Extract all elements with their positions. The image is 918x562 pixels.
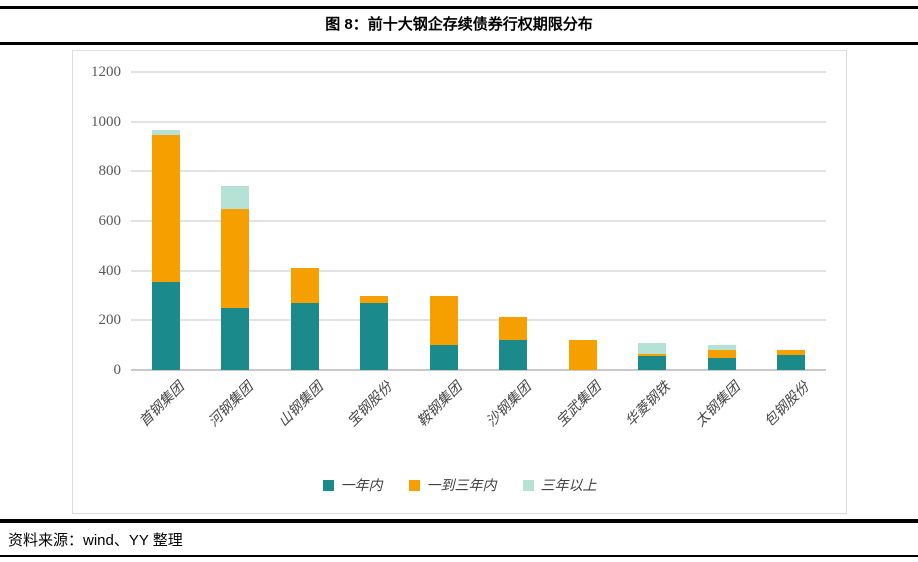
bar-segment xyxy=(221,208,250,308)
legend-swatch-icon xyxy=(522,479,534,491)
bar-segment xyxy=(777,355,806,370)
legend-label: 三年以上 xyxy=(540,478,597,494)
bar-segment xyxy=(638,353,667,357)
bar-segment xyxy=(290,302,319,370)
bar-segment xyxy=(151,130,180,136)
legend-item: 一年内 xyxy=(322,475,383,495)
gridline xyxy=(131,71,826,73)
legend-item: 一到三年内 xyxy=(408,475,497,495)
bar-segment xyxy=(360,302,389,370)
x-axis-line xyxy=(131,369,826,371)
legend-swatch-icon xyxy=(408,479,420,491)
data-source-note: 资料来源：wind、YY 整理 xyxy=(8,532,183,549)
gridline xyxy=(131,319,826,322)
y-tick-label: 400 xyxy=(98,262,122,279)
y-tick-label: 200 xyxy=(98,312,122,329)
bar-segment xyxy=(429,345,458,370)
y-tick-label: 1200 xyxy=(91,64,121,80)
figure-title: 图 8：前十大钢企存续债券行权期限分布 xyxy=(325,16,593,33)
bar-segment xyxy=(151,135,180,282)
bar-segment xyxy=(707,345,736,351)
y-tick-label: 800 xyxy=(98,163,122,180)
gridline xyxy=(131,220,826,222)
bar-segment xyxy=(151,281,180,370)
plot-area: 0 200 400 600 800 1000 1200 首钢集团 河钢集团 山钢集团 宝钢股份 鞍钢集… xyxy=(73,51,846,513)
bar-segment xyxy=(221,186,250,209)
title-divider xyxy=(0,42,918,45)
bar-segment xyxy=(568,340,597,370)
y-tick-label: 0 xyxy=(113,362,122,378)
gridline xyxy=(131,120,826,123)
footer-divider xyxy=(0,519,918,523)
bar-segment xyxy=(499,316,528,341)
legend-label: 一到三年内 xyxy=(426,478,497,494)
bar-segment xyxy=(638,356,667,370)
bar-segment xyxy=(499,340,528,370)
y-tick-label: 600 xyxy=(98,213,122,229)
gridline xyxy=(131,269,826,272)
legend-item: 三年以上 xyxy=(522,475,597,495)
legend-swatch-icon xyxy=(322,479,334,491)
bottom-divider xyxy=(0,555,918,557)
bar-segment xyxy=(360,295,389,303)
chart-container: 0 200 400 600 800 1000 1200 首钢集团 河钢集团 山钢集团 宝钢股份 鞍钢集… xyxy=(72,50,847,514)
gridline xyxy=(131,170,826,173)
bar-segment xyxy=(707,357,736,370)
bar-segment xyxy=(221,307,250,370)
bar-segment xyxy=(638,342,667,354)
top-divider xyxy=(0,6,918,9)
chart-legend: 一年内 一到三年内 三年以上 xyxy=(73,475,846,495)
bar-segment xyxy=(290,268,319,303)
legend-label: 一年内 xyxy=(340,478,383,494)
bar-segment xyxy=(429,295,458,346)
y-tick-label: 1000 xyxy=(91,113,121,130)
bar-segment xyxy=(707,350,736,358)
bar-segment xyxy=(777,350,806,356)
